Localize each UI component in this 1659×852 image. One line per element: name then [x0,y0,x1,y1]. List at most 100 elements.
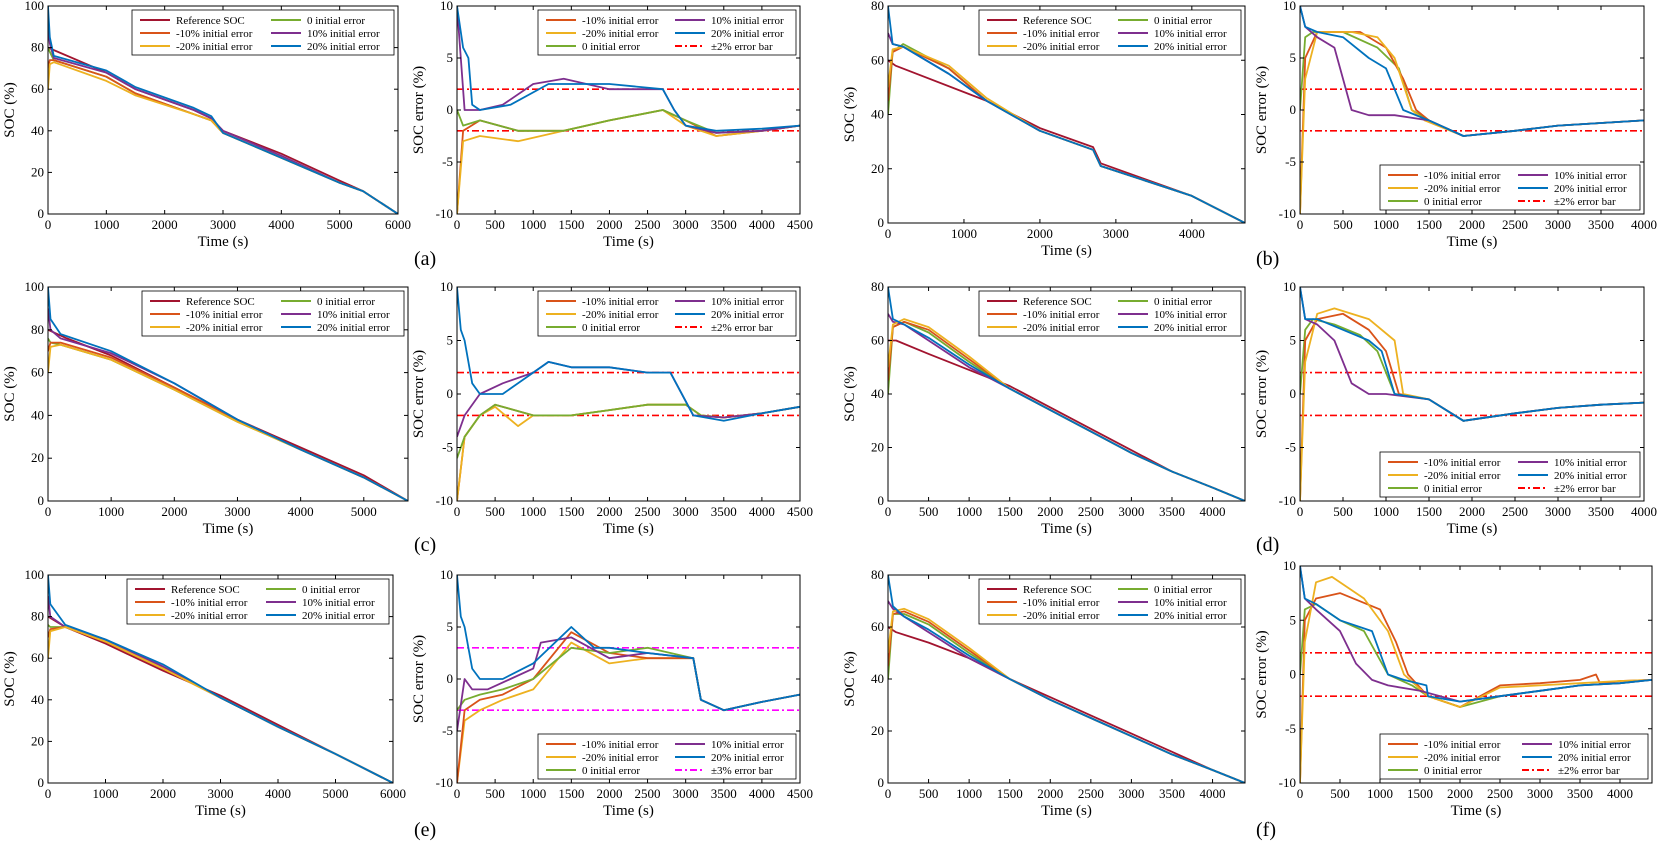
series-line-m20 [48,626,393,783]
series-line-p20 [888,575,1245,783]
x-tick-label: 4000 [1179,226,1205,241]
x-tick-label: 1500 [997,504,1023,519]
x-tick-label: 1500 [1416,504,1442,519]
y-tick-label: 20 [31,450,44,465]
legend-label: 0 initial error [1424,483,1482,495]
series-line-z0 [457,403,800,459]
x-tick-label: 5000 [327,217,353,232]
legend-label: 0 initial error [582,765,640,777]
x-axis-label: Time (s) [1041,243,1092,259]
legend-label: -20% initial error [171,610,248,622]
series-group [48,287,408,501]
legend-label: -10% initial error [1023,309,1100,321]
x-tick-label: 3000 [224,504,250,519]
legend-box [978,578,1242,625]
x-tick-label: 2000 [1459,217,1485,232]
y-tick-label: 60 [31,365,44,380]
panel-f-error-plot: 0 500 1000 1500 2000 2500 3000 3500 4000 -10 -5 0 5 1… [1254,558,1653,819]
x-tick-label: 2500 [1487,786,1513,801]
y-tick-label: -10 [436,775,453,790]
y-tick-label: 0 [447,386,454,401]
x-tick-label: 1000 [520,217,546,232]
legend-label: ±2% error bar [1554,483,1616,495]
x-tick-label: 3000 [1545,504,1571,519]
legend-box [978,290,1242,337]
legend-label: ±3% error bar [711,765,773,777]
legend-box [131,9,395,56]
x-tick-label: 3000 [1118,786,1144,801]
x-tick-label: 3000 [1103,226,1129,241]
legend-label: -20% initial error [582,752,659,764]
legend-label: 0 initial error [302,584,360,596]
y-tick-label: 60 [31,81,44,96]
y-tick-label: 0 [38,493,45,508]
y-tick-label: -10 [436,206,453,221]
legend-label: 0 initial error [582,322,640,334]
x-tick-label: 500 [1330,786,1350,801]
x-tick-label: 2500 [1502,217,1528,232]
x-tick-label: 3000 [673,217,699,232]
series-group [1300,6,1644,214]
y-tick-label: 0 [1290,386,1297,401]
series-line-p10 [1300,287,1644,422]
y-tick-label: 0 [38,206,45,221]
y-tick-label: 60 [871,333,884,348]
x-tick-label: 1000 [520,504,546,519]
series-line-ref [888,339,1245,501]
y-tick-label: 60 [31,650,44,665]
legend-label: ±2% error bar [711,41,773,53]
legend-label: 10% initial error [1554,457,1627,469]
x-tick-label: 0 [454,217,461,232]
x-tick-label: 1000 [956,786,982,801]
y-tick-label: 10 [1283,279,1296,294]
legend-label: 20% initial error [1554,183,1627,195]
x-tick-label: 6000 [385,217,411,232]
series-line-p10 [888,32,1245,223]
x-tick-label: 500 [485,217,505,232]
x-tick-label: 2000 [150,786,176,801]
series-line-ref [48,615,393,783]
x-tick-label: 6000 [380,786,406,801]
series-line-ref [888,626,1245,783]
legend-label: 10% initial error [711,739,784,751]
x-tick-label: 2000 [161,504,187,519]
x-tick-label: 3000 [673,504,699,519]
x-tick-label: 1500 [1416,217,1442,232]
y-axis-label: SOC (%) [842,366,858,421]
x-tick-label: 4500 [787,217,813,232]
series-group [888,287,1245,501]
x-tick-label: 4000 [1607,786,1633,801]
x-tick-label: 1000 [1373,504,1399,519]
series-line-p20 [1300,566,1652,703]
x-tick-label: 3000 [208,786,234,801]
y-tick-label: 40 [31,407,44,422]
legend: Reference SOC 0 initial error -10% initial… [978,9,1242,56]
legend-label: -20% initial error [176,41,253,53]
x-axis-label: Time (s) [1447,234,1498,250]
legend-label: -20% initial error [1424,470,1501,482]
y-tick-label: 100 [25,279,45,294]
legend-label: 10% initial error [1154,309,1227,321]
x-tick-label: 4000 [288,504,314,519]
legend-label: 0 initial error [582,41,640,53]
y-tick-label: 60 [871,619,884,634]
legend-box [1379,164,1641,211]
series-line-m20 [48,61,398,214]
y-tick-label: 20 [31,733,44,748]
x-tick-label: 500 [919,786,939,801]
legend: -10% initial error 10% initial error -20% … [537,733,797,780]
y-axis-label: SOC error (%) [411,350,427,438]
series-group [48,575,393,783]
x-tick-label: 3000 [1527,786,1553,801]
x-tick-label: 0 [45,504,52,519]
panel-b-soc-plot: 0 1000 2000 3000 4000 0 20 40 60 80 Time (s) SOC (%… [842,0,1246,259]
y-tick-label: 0 [447,671,454,686]
x-tick-label: 2000 [1037,786,1063,801]
y-tick-label: 20 [871,723,884,738]
legend-label: -10% initial error [1424,739,1501,751]
y-tick-label: -10 [1279,493,1296,508]
legend-label: -20% initial error [1023,610,1100,622]
y-tick-label: 20 [871,440,884,455]
y-tick-label: 10 [1283,558,1296,573]
series-line-p20 [457,575,800,712]
